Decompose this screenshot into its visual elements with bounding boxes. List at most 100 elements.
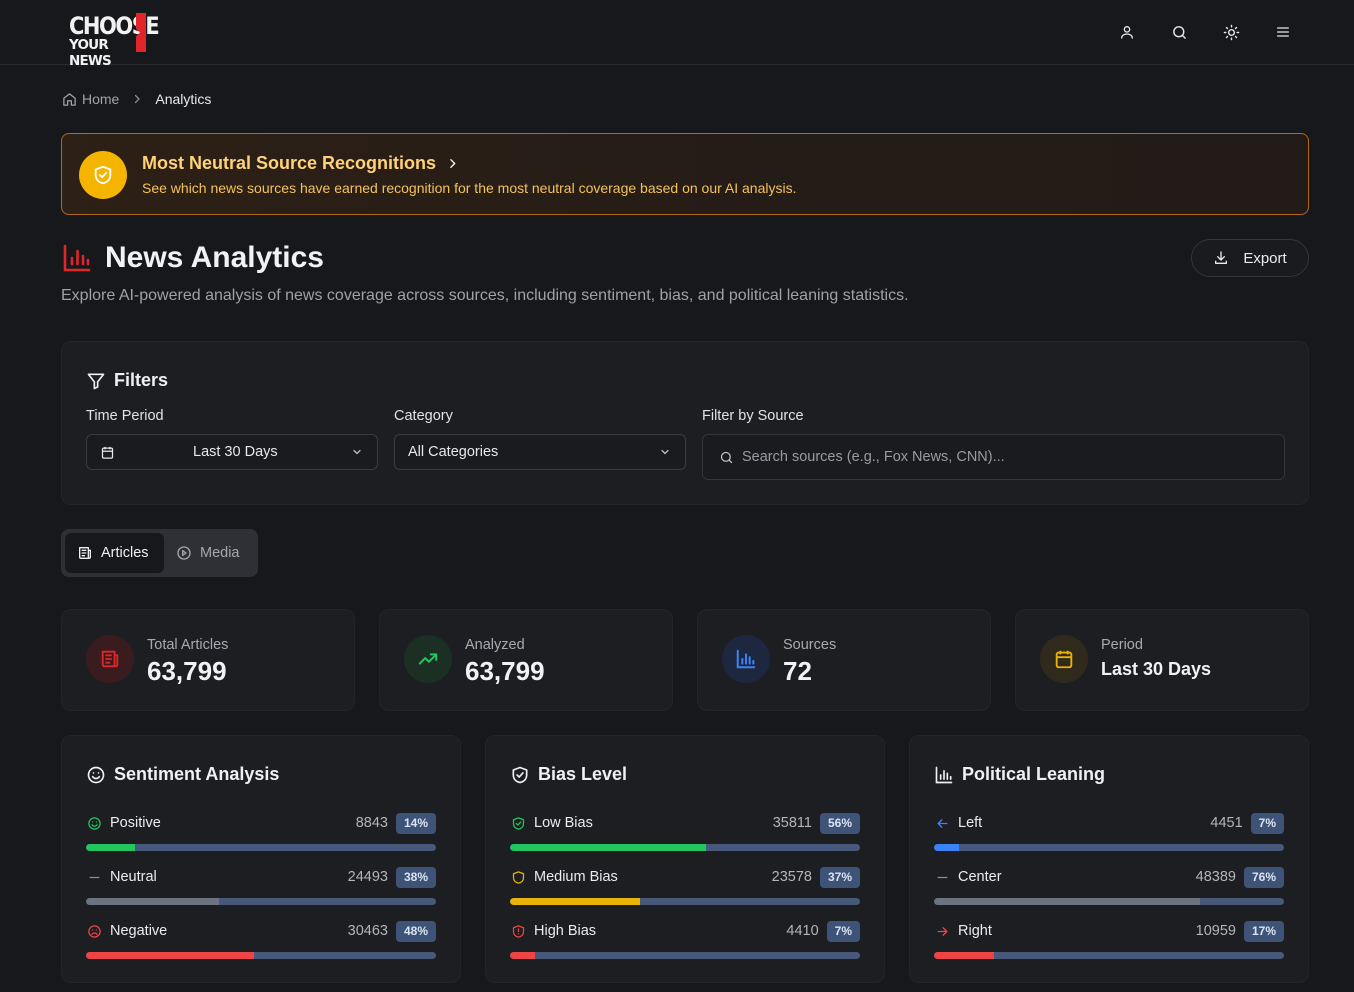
progress-fill [86,898,219,905]
progress-track [934,952,1284,959]
progress-fill [934,844,959,851]
progress-fill [86,844,135,851]
metric-name: Neutral [110,869,157,885]
minus-icon [934,869,950,885]
breadcrumb-home-label: Home [82,91,120,107]
top-header: CHOOSE YOUR NEWS [0,0,1354,69]
tab-articles-label: Articles [101,545,149,561]
progress-track [510,898,860,905]
filter-icon [87,373,105,389]
metric-percent-badge: 48% [395,920,436,942]
progress-fill [934,952,994,959]
panel-title: Bias Level [510,764,627,785]
metric-name: Right [958,923,992,939]
user-icon[interactable] [1115,20,1139,44]
download-icon [1215,251,1228,264]
progress-track [510,952,860,959]
metric-name: Low Bias [534,815,593,831]
metric-count: 30463 [347,923,388,939]
metric-name: Medium Bias [534,869,618,885]
banner-description: See which news sources have earned recog… [142,180,797,196]
breadcrumb-home[interactable]: Home [62,91,119,107]
filters-panel: Filters Time Period Last 30 Days Categor… [61,341,1309,505]
metric-name: Center [958,869,1002,885]
stat-card-total-articles: Total Articles 63,799 [61,609,355,711]
tab-media-label: Media [200,545,240,561]
progress-track [934,844,1284,851]
chevron-right-icon [131,93,143,105]
metric-name: Left [958,815,983,831]
metric-center: Center 48389 76% [934,866,1284,906]
menu-icon[interactable] [1271,20,1295,44]
panel-title: Sentiment Analysis [86,764,279,785]
source-search-input[interactable] [742,449,1284,465]
stat-card-sources: Sources 72 [697,609,991,711]
metric-right: Right 10959 17% [934,920,1284,960]
time-period-value: Last 30 Days [193,444,278,460]
metric-neutral: Neutral 24493 38% [86,866,436,906]
metric-count: 4451 [1210,815,1243,831]
metric-name: High Bias [534,923,597,939]
metric-left: Left 4451 7% [934,812,1284,852]
progress-track [934,898,1284,905]
tab-media[interactable]: Media [164,533,252,573]
stat-card-analyzed: Analyzed 63,799 [379,609,673,711]
chevron-down-icon [353,449,361,455]
metric-positive: Positive 8843 14% [86,812,436,852]
shield-check-icon [79,151,127,199]
metric-count: 4410 [786,923,819,939]
category-value: All Categories [408,444,499,460]
metric-count: 10959 [1195,923,1236,939]
stat-label: Period [1101,637,1143,653]
arrow-right-icon [934,923,950,939]
calendar-icon [101,446,114,459]
logo[interactable]: CHOOSE YOUR NEWS [69,12,160,69]
neutral-recognition-banner[interactable]: Most Neutral Source Recognitions See whi… [61,133,1309,215]
progress-fill [86,952,254,959]
stat-value: 72 [783,656,812,686]
metric-count: 48389 [1195,869,1236,885]
bar-chart-icon [722,635,770,683]
metric-count: 35811 [772,815,812,831]
time-period-select[interactable]: Last 30 Days [86,434,378,470]
progress-track [510,844,860,851]
page-subtitle: Explore AI-powered analysis of news cove… [61,287,909,304]
metric-name: Negative [110,923,168,939]
metric-percent-badge: 14% [395,812,436,834]
logo-line2: YOUR NEWS [69,37,112,69]
page-title: News Analytics [105,241,324,274]
progress-fill [510,844,706,851]
source-search-box[interactable] [702,434,1285,480]
progress-fill [934,898,1200,905]
sun-icon[interactable] [1219,20,1243,44]
category-select[interactable]: All Categories [394,434,686,470]
stat-value: 63,799 [147,656,227,686]
metric-percent-badge: 17% [1243,920,1284,942]
bar-chart-icon [935,766,953,783]
panel-title: Political Leaning [934,764,1105,785]
progress-track [86,844,436,851]
stat-card-period: Period Last 30 Days [1015,609,1309,711]
search-icon [720,451,733,463]
panel-title-text: Sentiment Analysis [114,764,280,784]
metric-name: Positive [110,815,161,831]
home-icon [63,92,76,106]
logo-flag [136,13,146,52]
shield-icon [510,869,526,885]
metric-medium-bias: Medium Bias 23578 37% [510,866,860,906]
metric-percent-badge: 76% [1243,866,1284,888]
metric-count: 24493 [347,869,388,885]
banner-title-text: Most Neutral Source Recognitions [142,153,437,173]
tab-articles[interactable]: Articles [65,533,164,573]
panel-title-text: Political Leaning [962,764,1106,784]
search-icon[interactable] [1167,20,1191,44]
calendar-icon [1040,635,1088,683]
stat-label: Total Articles [147,637,229,653]
export-button[interactable]: Export [1191,239,1309,277]
export-label: Export [1243,249,1287,267]
banner-title[interactable]: Most Neutral Source Recognitions [142,153,459,174]
chevron-right-icon [450,159,456,168]
shield-check-icon [512,766,528,783]
metric-percent-badge: 38% [395,866,436,888]
trending-up-icon [404,635,452,683]
